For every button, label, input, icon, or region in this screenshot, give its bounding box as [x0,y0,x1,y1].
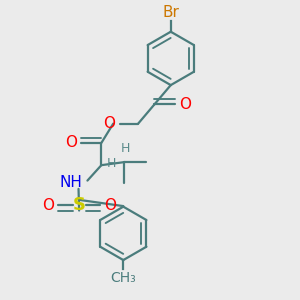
Text: S: S [73,196,85,214]
Text: O: O [104,198,116,213]
Text: O: O [103,116,116,131]
Text: NH: NH [59,176,82,190]
Text: Br: Br [162,5,179,20]
Text: O: O [65,135,77,150]
Text: H: H [107,157,116,170]
Text: O: O [179,97,191,112]
Text: CH₃: CH₃ [110,271,136,285]
Text: O: O [42,198,54,213]
Text: H: H [120,142,130,155]
